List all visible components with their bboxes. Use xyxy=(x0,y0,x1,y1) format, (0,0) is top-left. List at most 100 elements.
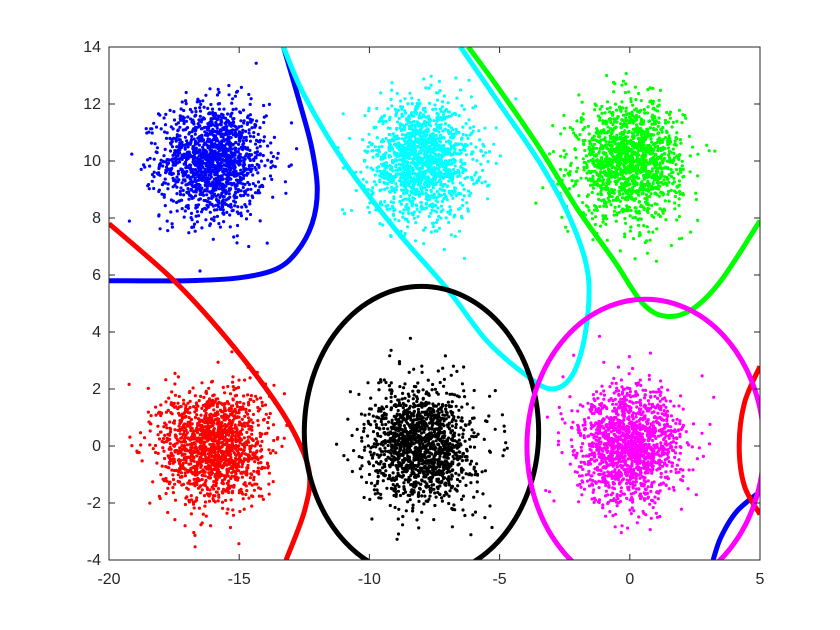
scatter-point xyxy=(657,181,661,185)
scatter-point xyxy=(635,123,639,127)
scatter-point xyxy=(595,179,599,184)
scatter-point xyxy=(404,205,408,209)
scatter-point xyxy=(190,120,194,124)
scatter-point xyxy=(601,151,605,155)
scatter-point xyxy=(186,145,190,149)
scatter-point xyxy=(645,130,649,134)
scatter-point xyxy=(670,171,674,175)
scatter-point xyxy=(600,175,604,179)
scatter-point xyxy=(429,74,433,78)
scatter-point xyxy=(610,195,614,199)
scatter-point xyxy=(399,163,403,167)
scatter-point xyxy=(389,234,393,238)
scatter-point xyxy=(361,177,365,181)
scatter-point xyxy=(214,197,219,202)
scatter-point xyxy=(262,139,266,143)
scatter-point xyxy=(267,102,271,106)
scatter-point xyxy=(354,188,358,193)
scatter-point xyxy=(585,171,589,175)
scatter-point xyxy=(203,133,208,137)
scatter-point xyxy=(410,111,414,115)
scatter-point xyxy=(679,141,683,145)
scatter-point xyxy=(146,386,150,390)
scatter-point xyxy=(253,123,257,127)
scatter-point xyxy=(226,148,230,153)
scatter-point xyxy=(226,112,230,116)
scatter-point xyxy=(185,126,190,130)
scatter-point xyxy=(266,144,270,148)
scatter-point xyxy=(190,183,194,188)
scatter-point xyxy=(289,121,294,125)
scatter-point xyxy=(239,119,243,123)
scatter-point xyxy=(220,202,224,207)
scatter-point xyxy=(395,184,399,189)
scatter-point xyxy=(206,166,210,171)
scatter-point xyxy=(677,154,681,158)
scatter-point xyxy=(365,150,369,154)
scatter-point xyxy=(437,226,441,230)
scatter-point xyxy=(249,97,253,101)
scatter-point xyxy=(645,127,649,131)
scatter-point xyxy=(436,117,441,122)
scatter-point xyxy=(391,212,395,216)
scatter-point xyxy=(188,107,192,112)
scatter-point xyxy=(624,171,628,175)
scatter-point xyxy=(380,175,384,179)
scatter-point xyxy=(436,218,440,222)
scatter-point xyxy=(429,168,433,173)
scatter-point xyxy=(582,165,586,169)
scatter-point xyxy=(193,129,197,133)
scatter-point xyxy=(428,133,433,137)
scatter-point xyxy=(463,176,467,180)
scatter-point xyxy=(253,191,258,195)
scatter-point xyxy=(203,167,207,171)
scatter-point xyxy=(431,202,435,206)
scatter-point xyxy=(142,436,147,440)
scatter-point xyxy=(620,196,625,200)
scatter-point xyxy=(200,178,204,182)
scatter-point xyxy=(161,159,165,163)
scatter-point xyxy=(580,117,584,121)
scatter-point xyxy=(209,151,213,155)
scatter-point xyxy=(146,158,150,162)
scatter-point xyxy=(480,181,484,185)
scatter-point xyxy=(258,219,262,223)
scatter-point xyxy=(468,126,472,130)
scatter-point xyxy=(208,210,212,214)
scatter-point xyxy=(413,143,417,147)
scatter-point xyxy=(647,230,651,234)
scatter-point xyxy=(599,192,604,197)
scatter-point xyxy=(243,192,247,196)
scatter-point xyxy=(599,190,603,194)
scatter-point xyxy=(655,227,659,231)
scatter-point xyxy=(404,136,408,140)
scatter-point xyxy=(221,195,225,199)
scatter-point xyxy=(167,433,172,437)
scatter-point xyxy=(462,107,466,111)
scatter-point xyxy=(382,114,387,118)
scatter-point xyxy=(631,127,635,131)
scatter-point xyxy=(662,152,667,156)
scatter-point xyxy=(215,185,219,189)
scatter-point xyxy=(168,171,172,175)
scatter-point xyxy=(423,110,427,114)
scatter-point xyxy=(229,141,233,145)
scatter-point xyxy=(574,156,578,160)
scatter-point xyxy=(255,482,259,486)
scatter-point xyxy=(248,199,252,203)
scatter-point xyxy=(454,152,458,156)
scatter-point xyxy=(178,192,183,197)
scatter-point xyxy=(198,109,203,113)
scatter-point xyxy=(428,204,432,208)
scatter-point xyxy=(376,152,380,156)
scatter-point xyxy=(401,155,405,159)
scatter-point xyxy=(225,132,229,136)
scatter-point xyxy=(645,225,649,229)
scatter-point xyxy=(224,192,228,196)
scatter-point xyxy=(631,140,636,144)
scatter-point xyxy=(680,236,684,240)
scatter-point xyxy=(629,208,633,213)
scatter-point xyxy=(179,118,183,122)
scatter-point xyxy=(198,99,202,103)
scatter-point xyxy=(617,204,621,208)
